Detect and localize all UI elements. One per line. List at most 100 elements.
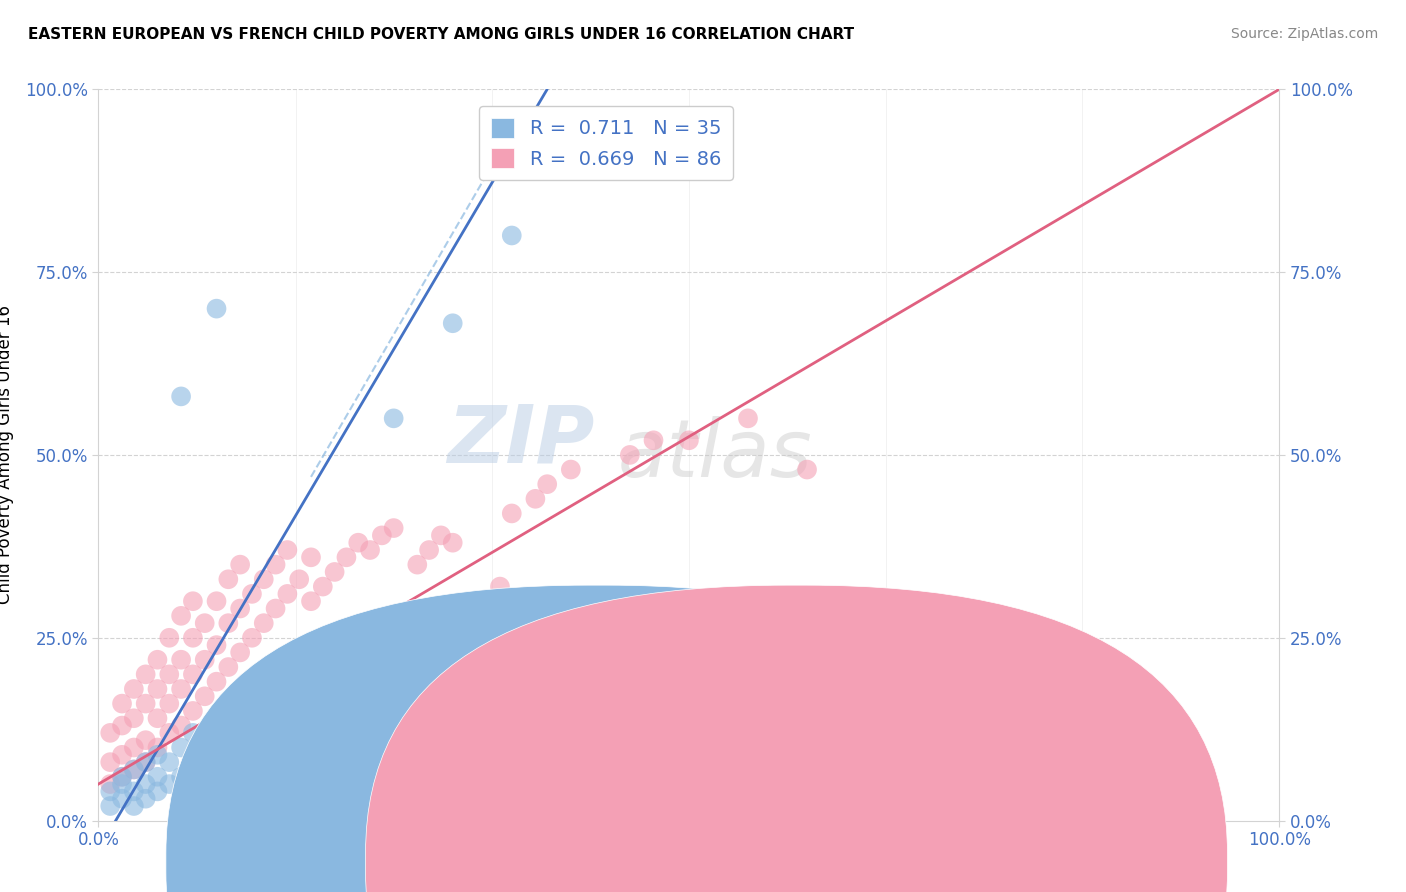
Point (205, 747, 228, 762)
Point (276, 587, 298, 601)
Point (299, 594, 322, 608)
Point (111, 747, 134, 762)
Point (146, 711, 169, 725)
Point (441, 535, 464, 549)
Point (146, 770, 169, 784)
Point (111, 770, 134, 784)
Point (157, 697, 180, 711)
Point (217, 660, 239, 674)
Point (217, 616, 239, 631)
Point (560, 462, 582, 476)
Point (122, 763, 145, 777)
Point (312, 580, 335, 594)
Point (122, 711, 145, 725)
Point (477, 594, 499, 608)
Point (135, 791, 157, 805)
Point (347, 535, 370, 549)
Point (146, 747, 169, 762)
Point (181, 631, 204, 645)
Point (170, 681, 193, 696)
Point (194, 653, 217, 667)
Point (465, 616, 488, 631)
Point (595, 631, 617, 645)
Point (737, 411, 759, 425)
Point (678, 434, 700, 448)
Text: EASTERN EUROPEAN VS FRENCH CHILD POVERTY AMONG GIRLS UNDER 16 CORRELATION CHART: EASTERN EUROPEAN VS FRENCH CHILD POVERTY… (28, 27, 855, 42)
Point (229, 740, 252, 755)
Point (217, 572, 239, 586)
Text: ZIP: ZIP (447, 401, 595, 479)
Point (240, 587, 263, 601)
Point (111, 697, 134, 711)
Point (796, 462, 818, 476)
Point (205, 674, 228, 689)
Point (205, 638, 228, 652)
Point (855, 653, 877, 667)
Point (135, 697, 157, 711)
Point (157, 667, 180, 681)
Point (583, 653, 606, 667)
Point (181, 594, 204, 608)
Point (98, 726, 121, 740)
Point (157, 726, 180, 740)
Point (299, 550, 322, 565)
Point (229, 645, 252, 659)
Point (98, 777, 121, 791)
Point (170, 389, 193, 403)
Point (146, 740, 169, 755)
Point (135, 777, 157, 791)
Point (430, 528, 453, 542)
Text: French: French (808, 855, 859, 870)
Point (111, 791, 134, 805)
Point (98, 799, 121, 814)
Point (253, 572, 276, 586)
Point (122, 740, 145, 755)
Point (122, 799, 145, 814)
Point (229, 558, 252, 572)
Point (98, 755, 121, 769)
Point (181, 763, 204, 777)
Point (170, 718, 193, 732)
Point (170, 740, 193, 755)
Point (253, 616, 276, 631)
Point (135, 667, 157, 681)
Point (122, 681, 145, 696)
Point (643, 434, 665, 448)
Point (560, 667, 582, 681)
Point (264, 558, 287, 572)
Point (536, 477, 558, 491)
Point (194, 755, 217, 769)
Point (194, 616, 217, 631)
Point (135, 755, 157, 769)
Point (111, 718, 134, 732)
Point (253, 718, 276, 732)
Point (157, 755, 180, 769)
Point (288, 572, 311, 586)
Point (146, 784, 169, 798)
Point (157, 631, 180, 645)
Point (441, 316, 464, 330)
Point (371, 528, 394, 542)
Point (501, 228, 523, 243)
Point (205, 301, 228, 316)
Point (323, 565, 346, 579)
Point (276, 543, 298, 558)
Point (181, 667, 204, 681)
Point (122, 763, 145, 777)
Point (181, 704, 204, 718)
Point (501, 507, 523, 521)
Point (217, 733, 239, 747)
Point (170, 608, 193, 623)
Point (205, 594, 228, 608)
Point (914, 631, 936, 645)
Point (229, 601, 252, 615)
Point (194, 690, 217, 704)
Point (170, 770, 193, 784)
Point (382, 521, 405, 535)
Point (406, 558, 429, 572)
Point (111, 777, 134, 791)
Point (489, 580, 512, 594)
Point (359, 543, 381, 558)
Point (170, 653, 193, 667)
Point (418, 543, 440, 558)
